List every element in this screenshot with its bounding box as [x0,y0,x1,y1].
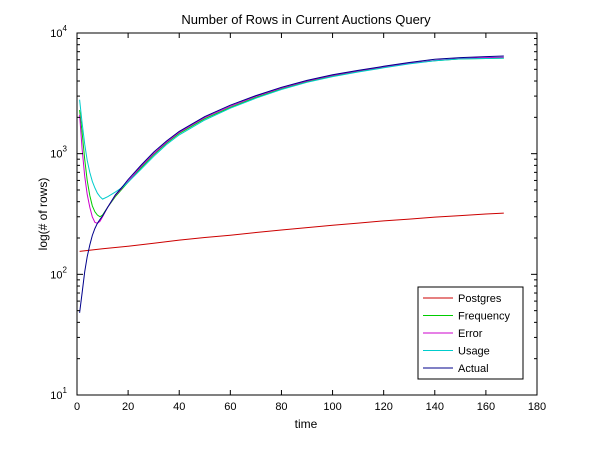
legend-label-error: Error [458,328,483,340]
series-line-actual [79,55,504,313]
x-tick-label: 140 [426,401,444,413]
legend: Postgres Frequency Error Usage Actual [417,286,524,380]
y-axis-label: log(# of rows) [36,178,50,251]
x-axis-label: time [295,417,318,431]
series-line-postgres [79,212,504,252]
series-layer [79,55,504,313]
y-tick-label: 101 [50,386,67,402]
x-tick-label: 120 [374,401,392,413]
y-tick-label: 103 [50,145,67,161]
x-tick-label: 20 [122,401,134,413]
x-tick-label: 0 [74,401,80,413]
x-tick-label: 40 [173,401,185,413]
y-tick-label: 104 [50,24,67,40]
legend-label-postgres: Postgres [458,293,502,305]
legend-label-frequency: Frequency [458,311,510,323]
x-tick-label: 60 [224,401,236,413]
x-tick-label: 80 [275,401,287,413]
chart-title: Number of Rows in Current Auctions Query [181,12,431,27]
y-tick-label: 102 [50,265,67,281]
x-tick-label: 160 [477,401,495,413]
series-line-usage [79,57,504,200]
x-tick-label: 180 [528,401,546,413]
legend-label-actual: Actual [458,363,489,375]
plot-area: 0 20 40 60 80 100 120 140 160 180 101 102 103 104 [50,24,546,413]
legend-label-usage: Usage [458,346,490,358]
x-tick-label: 100 [323,401,341,413]
